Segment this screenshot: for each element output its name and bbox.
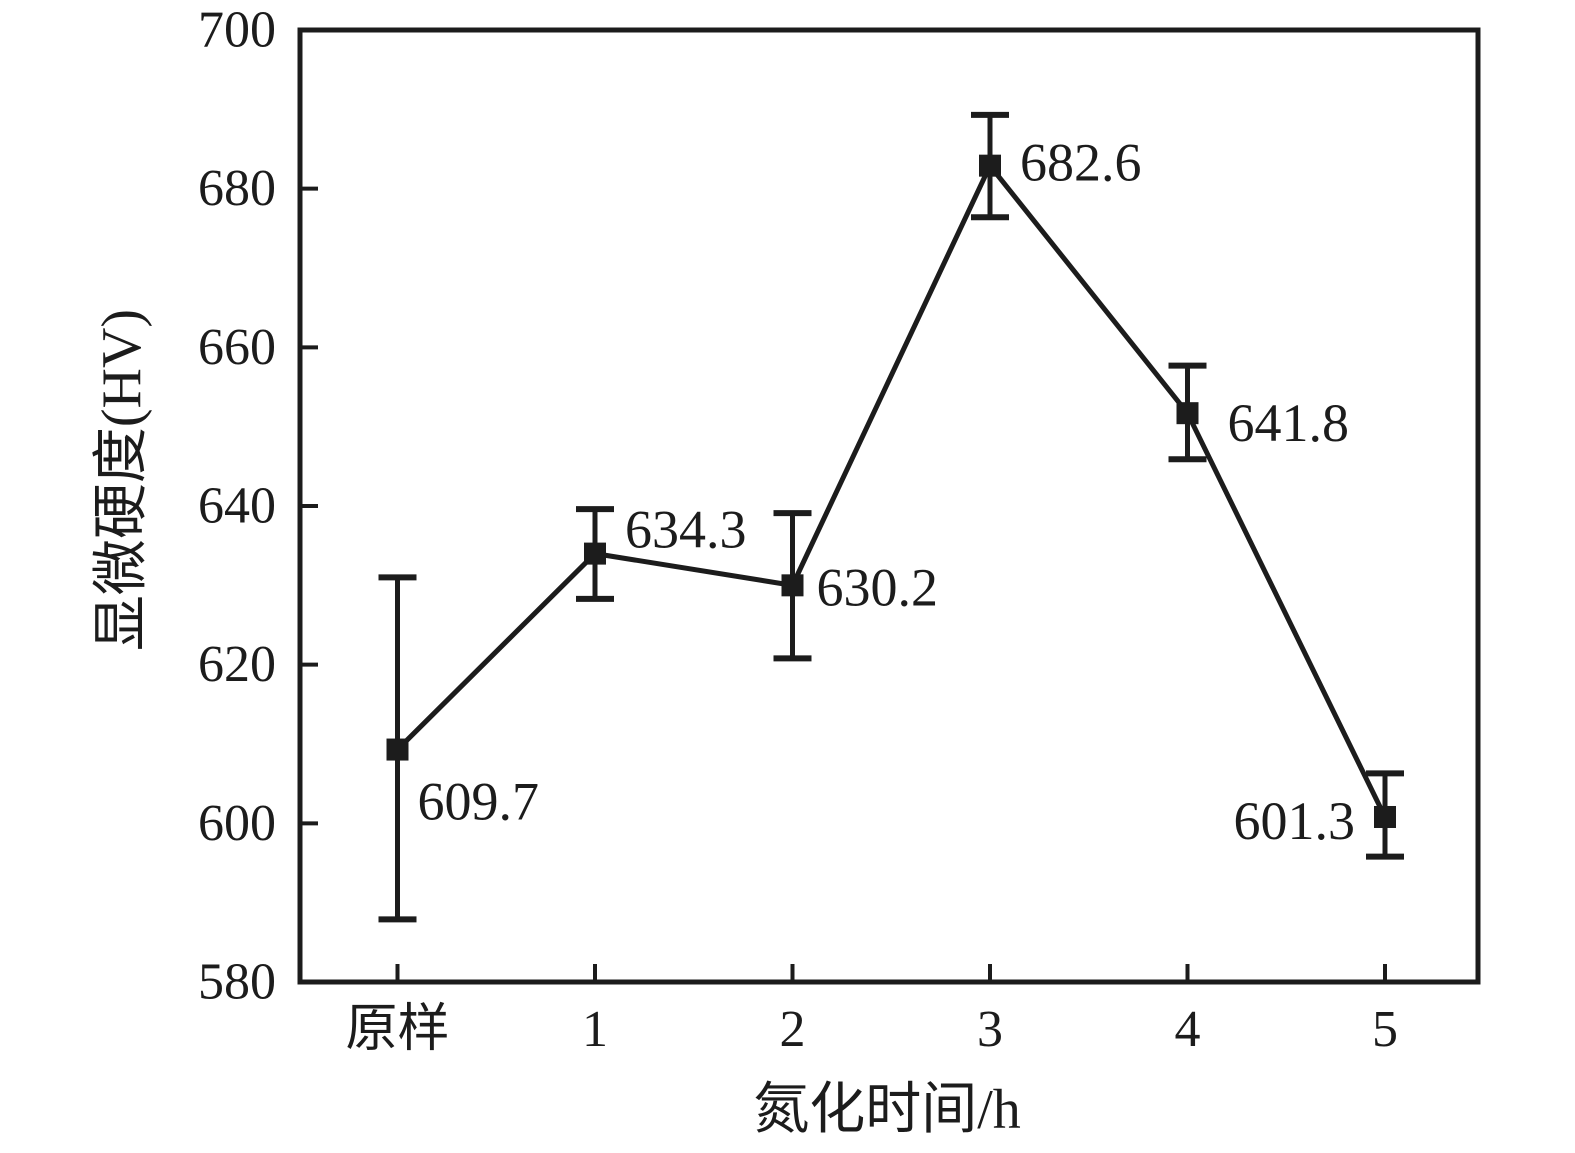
x-tick-label: 2: [780, 1001, 806, 1058]
x-tick-label: 5: [1372, 1001, 1398, 1058]
data-point-label: 682.6: [1020, 133, 1142, 193]
series-line: [395, 160, 1388, 819]
data-point-marker: [386, 738, 409, 761]
x-axis-title: 氮化时间/h: [753, 1079, 1021, 1141]
data-point-marker: [1176, 402, 1199, 425]
data-point-marker: [584, 542, 606, 565]
data-point-marker: [781, 574, 804, 597]
y-tick-label: 680: [198, 160, 276, 217]
data-point-label: 601.3: [1234, 791, 1356, 851]
x-tick-label: 原样: [345, 1001, 449, 1058]
x-tick-label: 1: [582, 1001, 608, 1058]
y-tick-label: 700: [198, 2, 276, 59]
y-axis-title: 显微硬度(HV): [91, 309, 153, 651]
data-point-label: 641.8: [1228, 393, 1350, 453]
x-tick-label: 4: [1175, 1001, 1201, 1058]
data-point-marker: [979, 154, 1001, 177]
y-tick-label: 620: [198, 636, 276, 693]
axis-ticks: 580 600 620 640 660 680 700 原样 1 2 3 4 5: [198, 2, 1398, 1059]
y-tick-label: 580: [198, 954, 276, 1011]
data-point-label: 634.3: [625, 500, 747, 560]
data-point-label: 630.2: [817, 557, 939, 617]
y-tick-label: 600: [198, 795, 276, 852]
data-point-label: 609.7: [418, 772, 540, 832]
y-tick-label: 640: [198, 478, 276, 535]
data-point-marker: [1374, 805, 1396, 828]
x-tick-label: 3: [977, 1001, 1003, 1058]
y-tick-label: 660: [198, 319, 276, 376]
data-series: 609.7 634.3 630.2 682.6 641.8 601.3: [378, 111, 1404, 923]
